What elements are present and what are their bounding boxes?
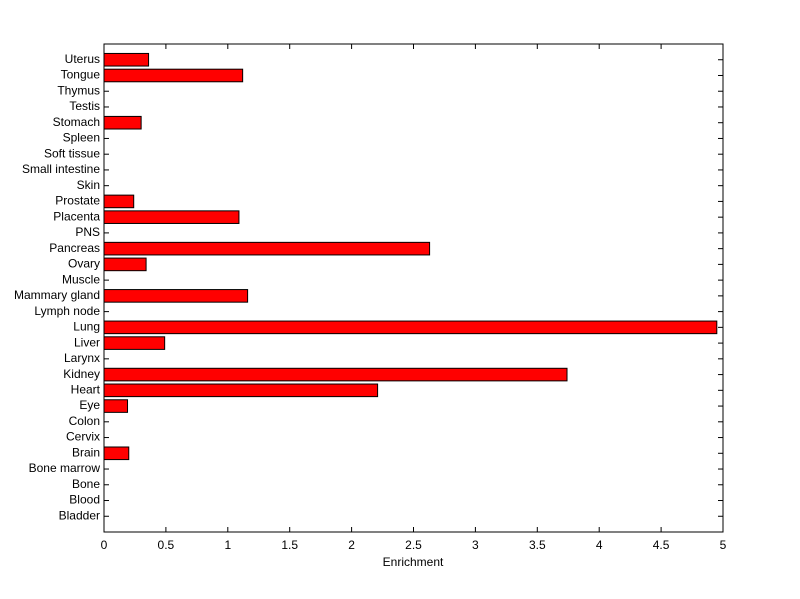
y-tick-label: Uterus <box>65 52 100 66</box>
y-tick-label: Pancreas <box>49 241 100 255</box>
y-tick-label: Bladder <box>59 508 100 522</box>
bar <box>103 241 431 256</box>
y-tick-label: Larynx <box>64 351 100 365</box>
y-tick-label: Thymus <box>57 83 100 97</box>
y-tick-label: Lymph node <box>34 304 100 318</box>
y-tick-label: Stomach <box>53 115 100 129</box>
bar <box>103 367 568 382</box>
x-tick-label: 4.5 <box>653 538 670 552</box>
y-tick-label: Cervix <box>66 430 100 444</box>
y-tick-label: Prostate <box>55 194 100 208</box>
x-tick-label: 2.5 <box>405 538 422 552</box>
x-tick-label: 0 <box>101 538 108 552</box>
bar <box>103 52 150 67</box>
y-tick-label: Bone <box>72 477 100 491</box>
bar <box>103 383 379 398</box>
y-tick-label: Spleen <box>63 131 100 145</box>
bar <box>103 289 249 303</box>
y-tick-label: Lung <box>73 320 100 334</box>
x-tick-label: 1 <box>224 538 231 552</box>
y-tick-label: Skin <box>77 178 100 192</box>
y-tick-label: Ovary <box>68 257 100 271</box>
bar <box>103 115 142 130</box>
bar <box>103 68 244 83</box>
x-tick-label: 2 <box>348 538 355 552</box>
y-tick-label: Colon <box>69 414 100 428</box>
y-tick-label: PNS <box>75 225 100 239</box>
x-tick-label: 5 <box>720 538 727 552</box>
x-tick-label: 1.5 <box>281 538 298 552</box>
y-tick-label: Muscle <box>62 272 100 286</box>
y-tick-label: Bone marrow <box>29 461 101 475</box>
y-tick-label: Mammary gland <box>14 288 100 302</box>
bar <box>103 210 240 224</box>
y-tick-label: Brain <box>72 445 100 459</box>
y-tick-label: Liver <box>74 335 100 349</box>
y-tick-label: Testis <box>69 99 100 113</box>
bar <box>103 336 166 350</box>
y-tick-label: Placenta <box>53 209 100 223</box>
x-tick-label: 3 <box>472 538 479 552</box>
y-tick-label: Tongue <box>61 68 101 82</box>
y-tick-label: Eye <box>79 398 100 412</box>
bar <box>103 257 147 272</box>
x-tick-label: 3.5 <box>529 538 546 552</box>
bar <box>103 399 129 413</box>
x-tick-label: 4 <box>596 538 603 552</box>
bar <box>103 320 718 335</box>
y-tick-label: Soft tissue <box>44 146 100 160</box>
y-tick-label: Small intestine <box>22 162 100 176</box>
bar <box>103 194 135 209</box>
bar <box>103 446 130 461</box>
x-axis-label: Enrichment <box>383 555 444 569</box>
y-tick-label: Kidney <box>63 367 100 381</box>
axes-box <box>103 43 724 533</box>
y-tick-label: Heart <box>71 382 101 396</box>
y-tick-label: Blood <box>69 493 100 507</box>
x-tick-label: 0.5 <box>158 538 175 552</box>
